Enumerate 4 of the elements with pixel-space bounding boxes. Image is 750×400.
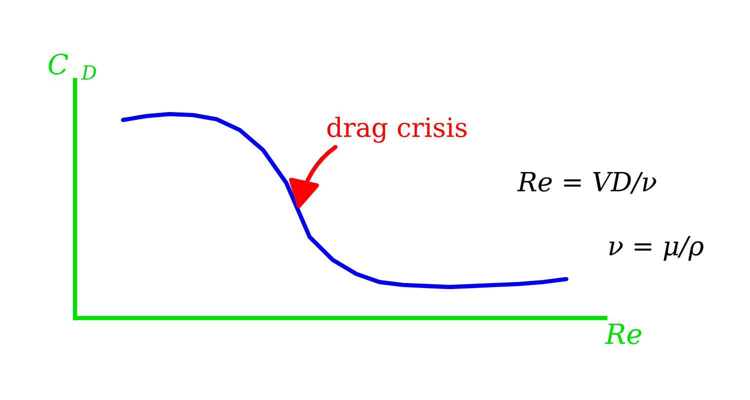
annotation: drag crisis [327, 116, 467, 143]
annotation: Re = VD/ν [517, 172, 656, 194]
text: ν = μ/ρ [609, 236, 704, 261]
x-axis-title: Re [604, 324, 642, 344]
